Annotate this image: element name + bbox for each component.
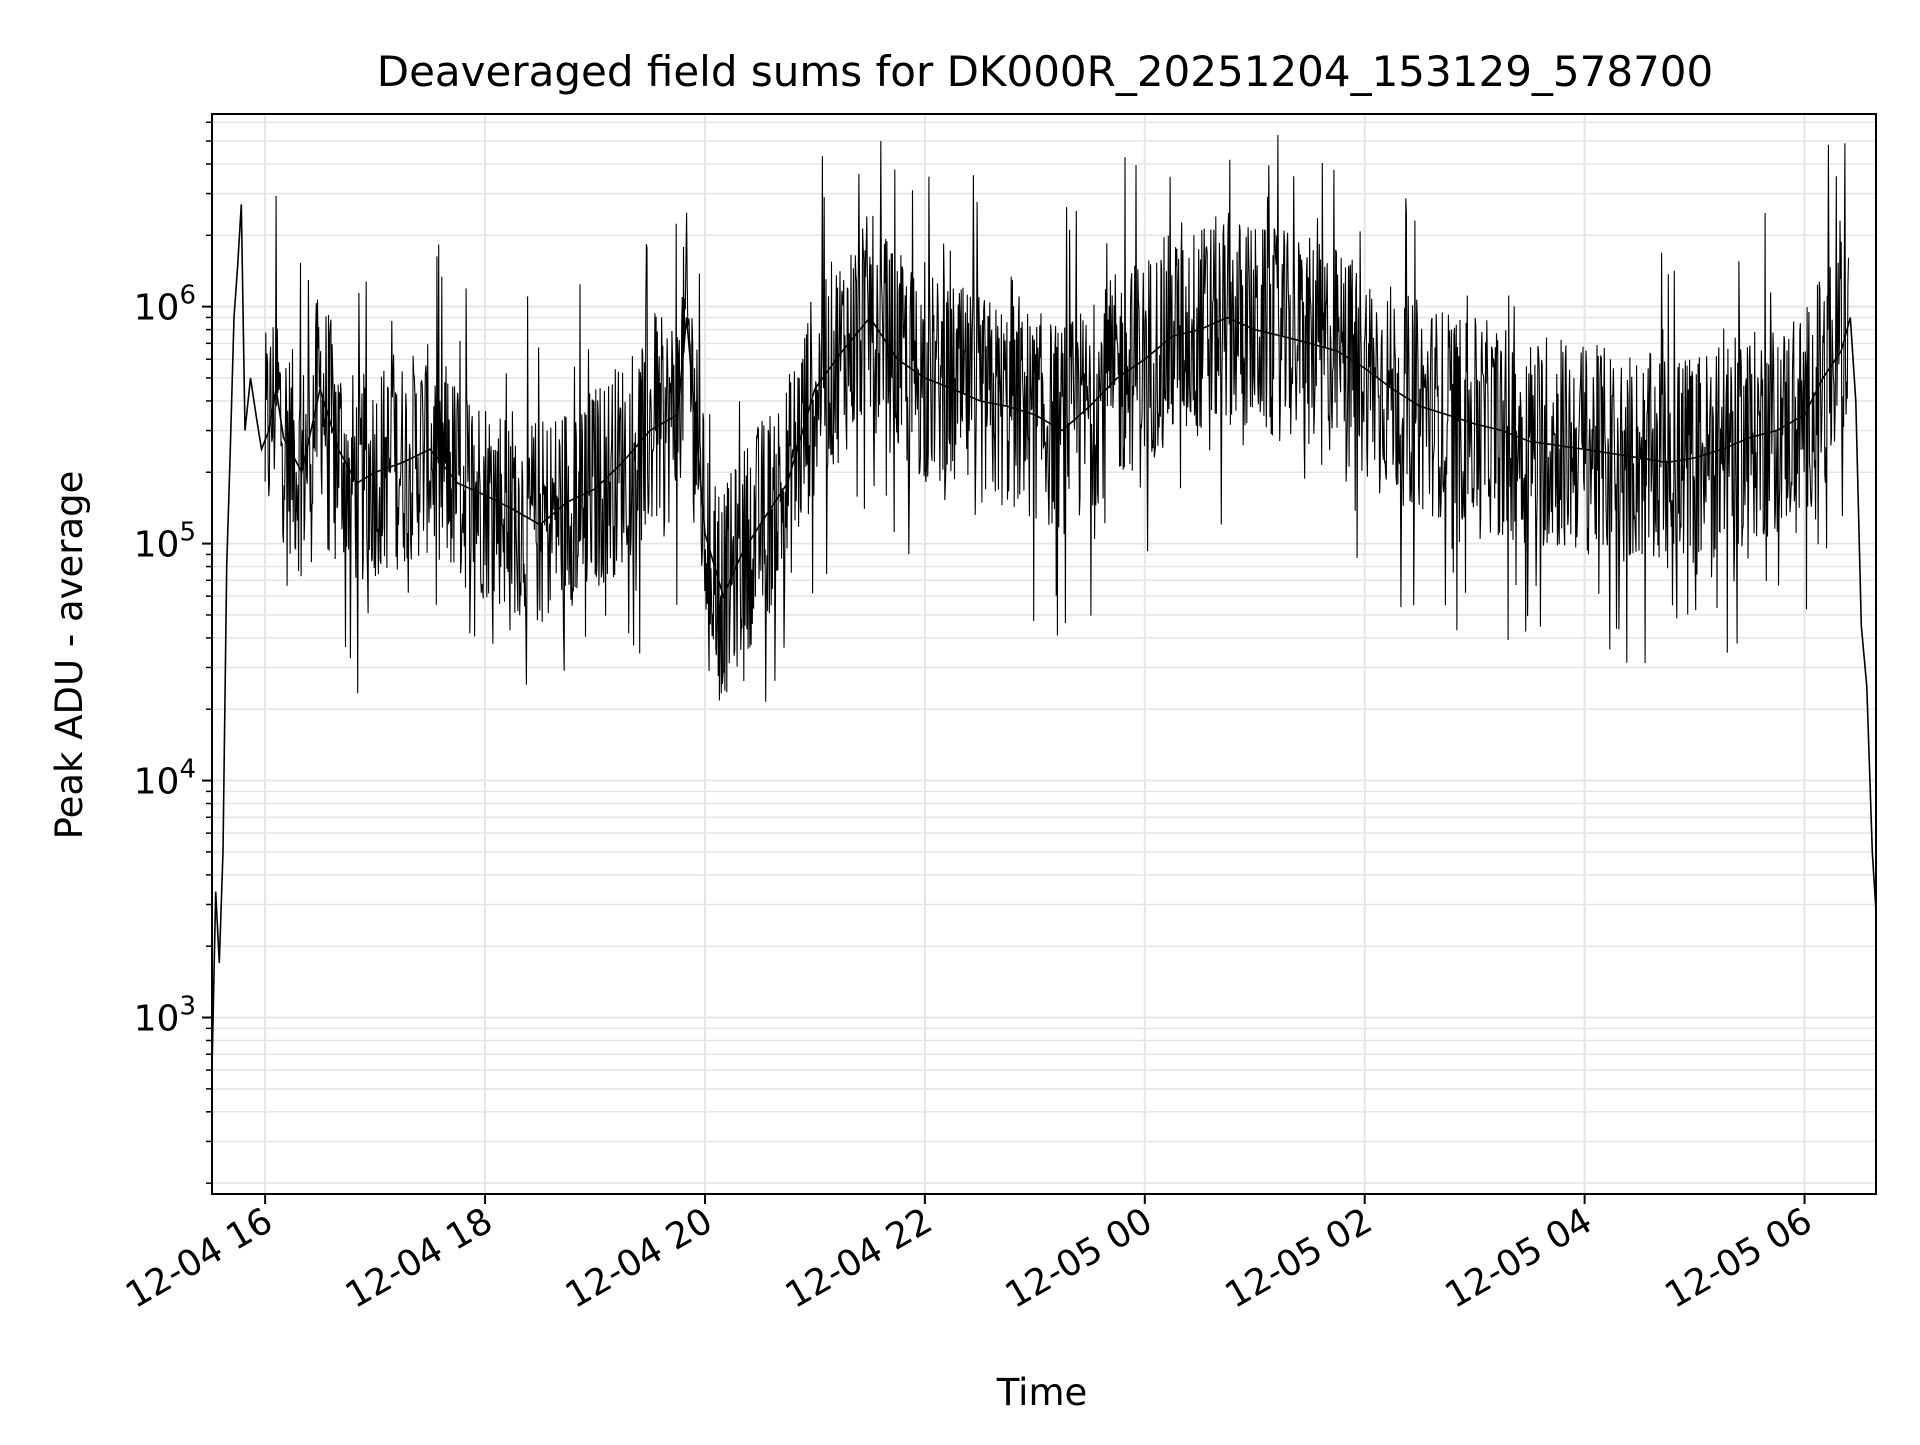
y-axis: 103 104 105 106 bbox=[134, 121, 212, 1184]
x-axis-label: Time bbox=[996, 1371, 1088, 1414]
y-tick-label: 103 bbox=[134, 992, 196, 1040]
y-tick-label: 105 bbox=[134, 518, 196, 566]
series-layer bbox=[211, 134, 1877, 1071]
plot-frame bbox=[211, 113, 1877, 1195]
y-tick-label: 106 bbox=[134, 281, 196, 329]
series-trace bbox=[264, 134, 1850, 702]
y-axis-label: Peak ADU - average bbox=[48, 471, 91, 840]
chart-title: Deaveraged field sums for DK000R_2025120… bbox=[377, 47, 1714, 96]
y-tick-label: 104 bbox=[134, 755, 196, 803]
